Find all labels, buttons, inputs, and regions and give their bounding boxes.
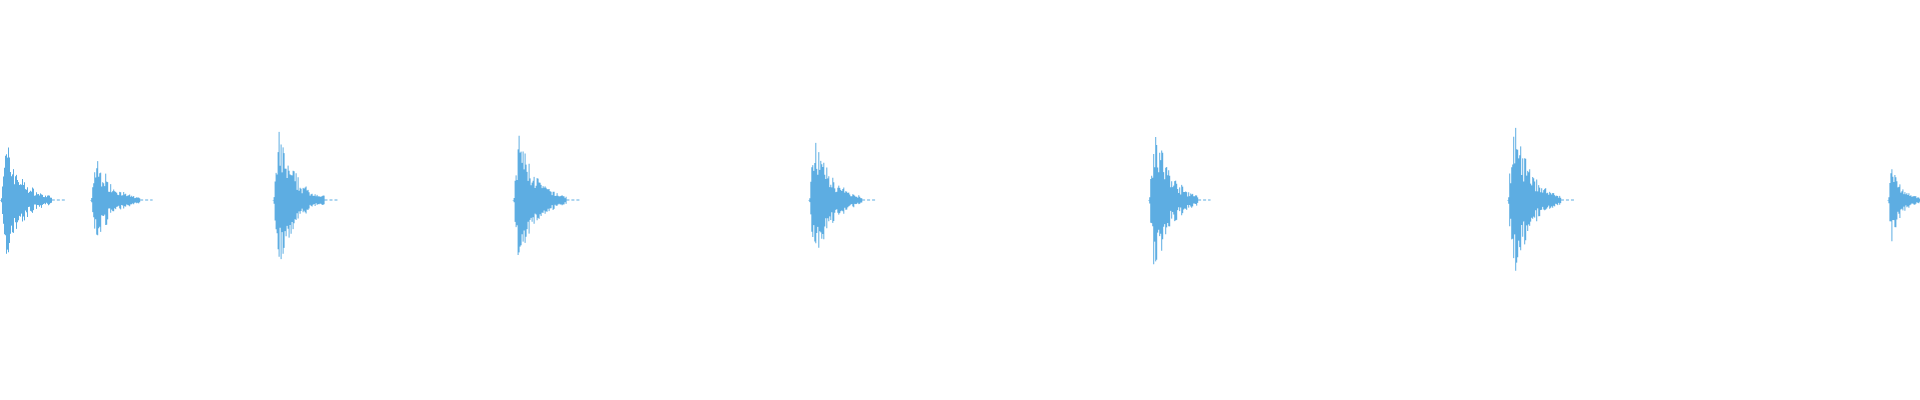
waveform-burst-path xyxy=(1887,169,1920,242)
waveform-burst xyxy=(1887,169,1920,242)
waveform-burst xyxy=(808,142,876,248)
waveform-burst xyxy=(1148,137,1211,265)
waveform-burst xyxy=(90,161,153,236)
waveform-burst-path xyxy=(512,135,567,255)
waveform-burst-path xyxy=(1507,127,1562,271)
waveform-burst-path xyxy=(0,147,52,254)
waveform-burst-path xyxy=(1148,137,1199,265)
waveform-burst xyxy=(512,135,580,255)
waveform-burst xyxy=(0,147,65,254)
waveform-burst xyxy=(272,131,338,260)
waveform-burst-path xyxy=(272,131,325,260)
waveform-burst xyxy=(1507,127,1575,271)
waveform-burst-path xyxy=(90,161,141,236)
waveform-burst-path xyxy=(808,142,863,248)
